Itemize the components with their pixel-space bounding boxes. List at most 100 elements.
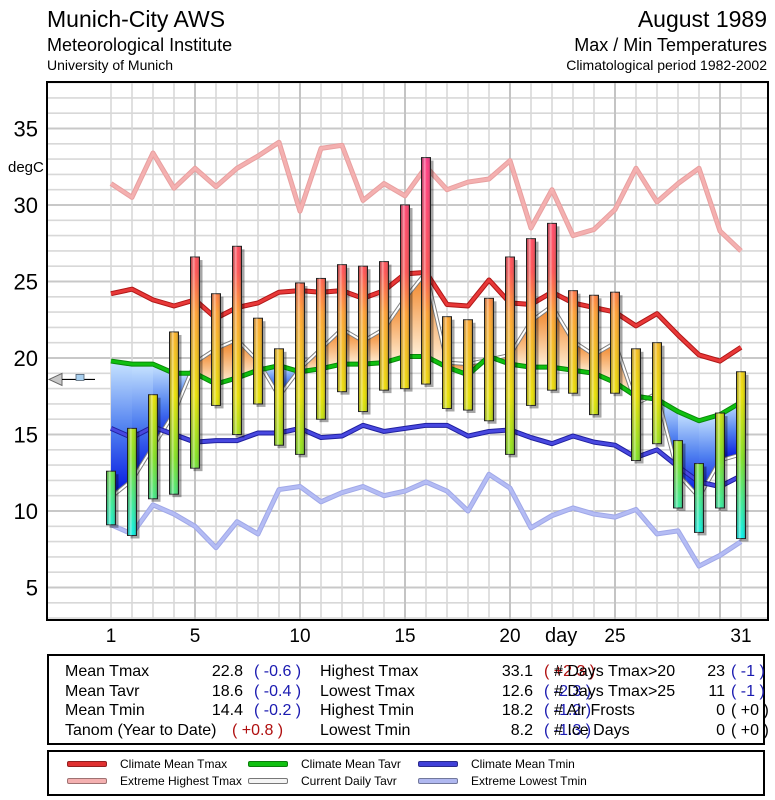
bar-shine bbox=[610, 292, 620, 394]
warm-anomaly-fill bbox=[531, 305, 552, 368]
stat-anomaly: ( -1 ) bbox=[731, 663, 765, 680]
day-bar bbox=[127, 427, 140, 539]
stat-label: # Ice Days bbox=[554, 721, 630, 739]
y-tick-label: 25 bbox=[14, 270, 38, 295]
day-bar bbox=[715, 412, 728, 511]
y-tick-label: 35 bbox=[14, 117, 38, 142]
y-tick-label: 15 bbox=[14, 423, 38, 448]
stat-anomaly: ( -1 ) bbox=[731, 682, 765, 700]
stat-label: Lowest Tmax bbox=[320, 682, 415, 700]
legend-swatch bbox=[418, 761, 458, 767]
stat-label: Tanom (Year to Date) bbox=[65, 721, 217, 739]
legend-label: Extreme Highest Tmax bbox=[120, 774, 242, 788]
bar-shine bbox=[421, 157, 431, 385]
bar-shine bbox=[337, 264, 347, 392]
day-bar bbox=[316, 277, 329, 423]
stat-label: Highest Tmax bbox=[320, 663, 419, 680]
day-bar bbox=[652, 342, 665, 447]
bar-shine bbox=[106, 471, 116, 525]
stat-value: 18.2 bbox=[501, 702, 533, 719]
extreme-lowest-tmin-line bbox=[110, 472, 742, 568]
stat-value: 0 bbox=[716, 702, 725, 719]
stat-label: Highest Tmin bbox=[320, 702, 414, 719]
bar-shine bbox=[211, 293, 221, 406]
day-bar bbox=[505, 256, 518, 458]
x-tick-label: 20 bbox=[499, 626, 520, 647]
warm-anomaly-fill bbox=[321, 328, 342, 369]
bar-shine bbox=[148, 394, 158, 499]
stat-label: # Air Frosts bbox=[554, 702, 635, 719]
statistics-panel: Mean Tmax 22.8 ( -0.6 ) Mean Tavr 18.6 ( -0.4… bbox=[47, 654, 769, 745]
stat-anomaly: ( +0 ) bbox=[731, 721, 769, 739]
stat-anomaly: ( +2.3 ) bbox=[544, 663, 596, 680]
stat-label: Mean Tmax bbox=[65, 663, 150, 680]
warm-anomaly-fill bbox=[363, 328, 384, 365]
stat-value: 22.8 bbox=[211, 663, 243, 680]
legend-swatch bbox=[248, 761, 288, 767]
legend-label: Extreme Lowest Tmin bbox=[471, 774, 587, 788]
cool-anomaly-fill bbox=[720, 402, 741, 461]
day-bar bbox=[295, 282, 308, 458]
bar-shine bbox=[358, 266, 368, 412]
day-bar bbox=[673, 440, 686, 511]
stat-anomaly: ( -2.3 ) bbox=[544, 682, 592, 700]
bar-shine bbox=[316, 278, 326, 420]
warm-anomaly-fill bbox=[552, 305, 573, 371]
stat-value: 12.6 bbox=[501, 682, 533, 700]
legend-swatch bbox=[248, 778, 288, 784]
day-bar bbox=[253, 317, 266, 407]
bar-shine bbox=[442, 316, 452, 409]
stat-label: Mean Tmin bbox=[65, 702, 145, 719]
x-tick-label: 5 bbox=[190, 626, 201, 647]
bar-shine bbox=[169, 331, 179, 495]
cool-anomaly-fill bbox=[699, 414, 720, 498]
stat-anomaly: ( +0 ) bbox=[731, 702, 769, 719]
legend-item-climate-mean-tmin: Climate Mean Tmin bbox=[418, 756, 575, 772]
bar-shine bbox=[484, 298, 494, 421]
stat-anomaly: ( -0.2 ) bbox=[254, 702, 302, 719]
stat-value: 23 bbox=[707, 663, 725, 680]
day-bar bbox=[106, 470, 119, 528]
institute-name: Meteorological Institute bbox=[47, 35, 233, 55]
bar-shine bbox=[694, 463, 704, 533]
day-bar bbox=[379, 261, 392, 394]
day-bar bbox=[484, 297, 497, 424]
x-tick-label: 25 bbox=[604, 626, 625, 647]
bar-shine bbox=[190, 257, 200, 469]
bar-shine bbox=[379, 261, 389, 391]
day-bar bbox=[631, 348, 644, 464]
bar-shine bbox=[127, 428, 137, 536]
day-bar bbox=[148, 394, 161, 502]
stat-anomaly: ( -0.6 ) bbox=[254, 663, 302, 680]
bar-shine bbox=[463, 319, 473, 411]
legend: Climate Mean Tmax Extreme Highest Tmax C… bbox=[47, 750, 765, 796]
period-title: August 1989 bbox=[637, 6, 767, 32]
station-title: Munich-City AWS bbox=[47, 6, 226, 32]
plot-frame bbox=[46, 81, 769, 621]
bar-shine bbox=[631, 348, 641, 461]
bar-shine bbox=[547, 223, 557, 391]
x-tick-label: 31 bbox=[730, 626, 751, 647]
day-bar bbox=[169, 331, 182, 498]
warm-anomaly-fill bbox=[384, 298, 405, 363]
stat-anomaly: ( -1.3 ) bbox=[544, 721, 592, 739]
stat-value: 14.4 bbox=[211, 702, 243, 719]
bar-shine bbox=[505, 257, 515, 455]
x-axis-ticks: 1 5 10 15 20 25 31 bbox=[106, 626, 752, 647]
y-tick-label: 10 bbox=[14, 499, 38, 524]
day-bar bbox=[568, 290, 581, 397]
x-tick-label: 10 bbox=[289, 626, 310, 647]
day-bar bbox=[736, 371, 749, 542]
stat-value: 0 bbox=[716, 721, 725, 739]
y-axis-label: degC bbox=[8, 159, 44, 176]
day-bar bbox=[190, 256, 203, 472]
day-bar bbox=[694, 463, 707, 536]
day-bar bbox=[526, 238, 539, 409]
mean-marker-box bbox=[75, 374, 85, 381]
stat-label: # Days Tmax>25 bbox=[554, 682, 676, 700]
bar-shine bbox=[589, 295, 599, 415]
mean-tavr-marker bbox=[47, 372, 95, 387]
legend-swatch bbox=[67, 778, 107, 784]
stat-label: Lowest Tmin bbox=[320, 721, 411, 739]
